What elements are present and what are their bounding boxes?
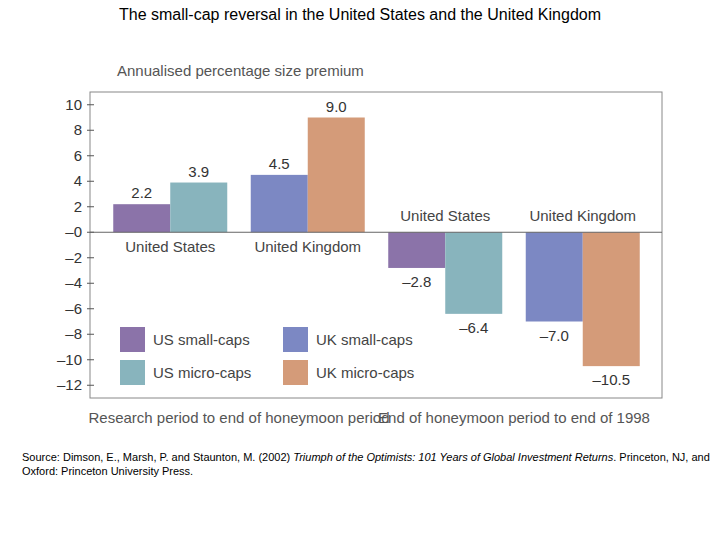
y-tick xyxy=(87,206,94,207)
y-tick xyxy=(87,130,94,131)
legend-label: US small-caps xyxy=(153,331,250,348)
y-tick xyxy=(87,385,94,386)
bar xyxy=(251,175,308,232)
y-tick-label: –10 xyxy=(57,351,82,368)
data-label: 9.0 xyxy=(326,98,347,115)
data-label: –6.4 xyxy=(459,319,488,336)
data-label: 2.2 xyxy=(131,184,152,201)
data-label: –2.8 xyxy=(402,273,431,290)
category-label: United Kingdom xyxy=(254,238,361,255)
y-tick-label: –2 xyxy=(65,249,82,266)
legend-label: US micro-caps xyxy=(153,364,251,381)
y-tick-label: –8 xyxy=(65,325,82,342)
legend-label: UK small-caps xyxy=(316,331,413,348)
bar xyxy=(308,118,365,233)
y-tick xyxy=(87,359,94,360)
y-tick-label: –6 xyxy=(65,300,82,317)
y-tick xyxy=(87,181,94,182)
data-label: –7.0 xyxy=(540,327,569,344)
bar xyxy=(113,204,170,232)
bar xyxy=(583,232,640,366)
bar xyxy=(388,232,445,268)
legend-swatch xyxy=(283,360,308,385)
y-tick-label: 10 xyxy=(65,96,82,113)
y-axis-label: Annualised percentage size premium xyxy=(117,62,364,79)
y-tick-label: –0 xyxy=(65,223,82,240)
category-label: United States xyxy=(125,238,215,255)
data-label: –10.5 xyxy=(592,371,630,388)
y-tick-label: 4 xyxy=(74,172,82,189)
data-label: 3.9 xyxy=(188,163,209,180)
legend-label: UK micro-caps xyxy=(316,364,414,381)
y-tick xyxy=(87,104,94,105)
bar xyxy=(445,232,502,314)
legend-swatch xyxy=(120,360,145,385)
legend-swatch xyxy=(120,327,145,352)
legend-swatch xyxy=(283,327,308,352)
zero-line xyxy=(90,232,662,233)
y-tick xyxy=(87,283,94,284)
y-tick-label: –12 xyxy=(57,376,82,393)
data-label: 4.5 xyxy=(269,155,290,172)
category-label: United Kingdom xyxy=(529,207,636,224)
period-label: End of honeymoon period to end of 1998 xyxy=(378,409,650,426)
bar xyxy=(170,183,227,233)
legend: US small-caps US micro-caps UK small-caps U… xyxy=(120,327,414,385)
y-tick xyxy=(87,334,94,335)
y-tick-label: 8 xyxy=(74,121,82,138)
y-tick-label: 2 xyxy=(74,198,82,215)
title: The small-cap reversal in the United Sta… xyxy=(0,6,720,24)
y-tick-label: 6 xyxy=(74,147,82,164)
source-part: Triumph of the Optimists: 101 Years of G… xyxy=(293,451,613,463)
page: The small-cap reversal in the United Sta… xyxy=(0,0,720,540)
y-tick-label: –4 xyxy=(65,274,82,291)
y-tick xyxy=(87,308,94,309)
y-tick xyxy=(87,155,94,156)
source: Source: Dimson, E., Marsh, P. and Staunt… xyxy=(22,450,712,478)
category-label: United States xyxy=(400,207,490,224)
source-part: Source: Dimson, E., Marsh, P. and Staunt… xyxy=(22,451,293,463)
bars xyxy=(113,118,640,367)
bar xyxy=(526,232,583,321)
period-label: Research period to end of honeymoon peri… xyxy=(88,409,389,426)
y-tick xyxy=(87,257,94,258)
plot-frame xyxy=(90,92,662,398)
